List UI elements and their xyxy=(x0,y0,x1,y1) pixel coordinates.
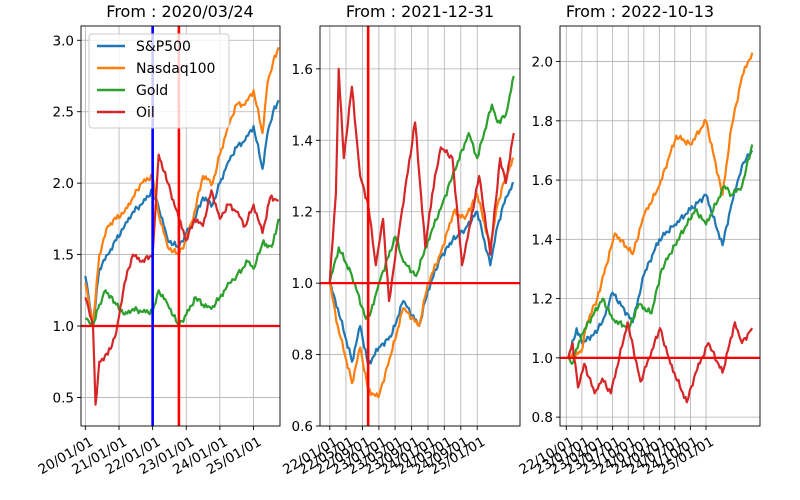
x-axis: 20/01/0121/01/0122/01/0123/01/0124/01/01… xyxy=(36,426,264,478)
subplot-title: From : 2020/03/24 xyxy=(106,2,253,21)
gridlines xyxy=(320,26,520,427)
y-tick-label: 1.2 xyxy=(292,205,313,221)
series-line-sp500 xyxy=(84,99,280,328)
y-tick-label: 1.6 xyxy=(292,62,313,78)
subplot-2020-03-24: From : 2020/03/24 0.5 1.0 1.5 2.0 2.5 3.0 20/0… xyxy=(36,2,281,478)
subplot-2021-12-31: From : 2021-12-31 0.60.81.01.21.41.622/0… xyxy=(280,2,521,478)
y-tick-label: 3.0 xyxy=(53,33,74,49)
y-tick-label: 1.5 xyxy=(53,248,74,264)
y-tick-label: 1.0 xyxy=(532,351,553,367)
y-axis: 0.8 1.0 1.2 1.4 1.6 1.8 2.0 xyxy=(532,55,560,426)
y-tick-label: 0.8 xyxy=(292,348,313,364)
y-tick-label: 2.0 xyxy=(532,55,553,71)
y-axis: 0.6 0.8 1.0 1.2 1.4 1.6 xyxy=(292,62,320,435)
series-line-gold xyxy=(328,75,515,320)
axes-frame xyxy=(319,25,521,427)
y-tick-label: 0.5 xyxy=(53,390,74,406)
reference-lines xyxy=(320,26,520,426)
subplot-title: From : 2021-12-31 xyxy=(346,2,494,21)
y-tick-label: 2.0 xyxy=(53,176,74,192)
legend: S&P500 Nasdaq100 Gold Oil xyxy=(88,33,230,129)
y-tick-label: 2.5 xyxy=(53,105,74,121)
series-line-gold xyxy=(85,218,280,328)
axes-frame xyxy=(80,25,281,427)
y-tick-label: 0.8 xyxy=(532,410,553,426)
series-line-oil xyxy=(328,67,515,303)
y-axis: 0.5 1.0 1.5 2.0 2.5 3.0 xyxy=(53,33,81,406)
y-tick-label: 0.6 xyxy=(292,419,313,435)
x-axis: 22/10/0123/01/0123/04/0123/07/0123/10/01… xyxy=(517,426,717,478)
series-group xyxy=(84,47,280,406)
series-line-nasdaq xyxy=(567,52,754,359)
series-group xyxy=(567,52,754,404)
legend-label-gold: Gold xyxy=(136,83,168,99)
series-line-oil xyxy=(84,153,279,406)
series-line-sp500 xyxy=(567,149,754,359)
axes-frame xyxy=(559,25,761,427)
y-tick-label: 1.2 xyxy=(532,292,553,308)
legend-label-oil: Oil xyxy=(136,105,155,121)
series-group xyxy=(328,67,515,399)
y-tick-label: 1.4 xyxy=(532,232,553,248)
legend-label-sp500: S&P500 xyxy=(136,39,191,55)
y-tick-label: 1.0 xyxy=(292,276,313,292)
gridlines xyxy=(560,26,760,426)
series-line-nasdaq xyxy=(328,157,515,399)
legend-label-nasdaq100: Nasdaq100 xyxy=(136,61,215,77)
legend-box xyxy=(88,33,230,129)
subplot-title: From : 2022-10-13 xyxy=(566,2,714,21)
y-tick-label: 1.8 xyxy=(532,114,553,130)
subplot-2022-10-13: From : 2022-10-13 0.8 1.0 1.2 1.4 1.6 1.8 2.0 2… xyxy=(517,2,761,478)
y-tick-label: 1.0 xyxy=(53,319,74,335)
y-tick-label: 1.4 xyxy=(292,133,313,149)
series-line-nasdaq xyxy=(84,47,280,328)
series-line-gold xyxy=(567,144,754,365)
y-tick-label: 1.6 xyxy=(532,173,553,189)
series-line-oil xyxy=(567,321,754,404)
